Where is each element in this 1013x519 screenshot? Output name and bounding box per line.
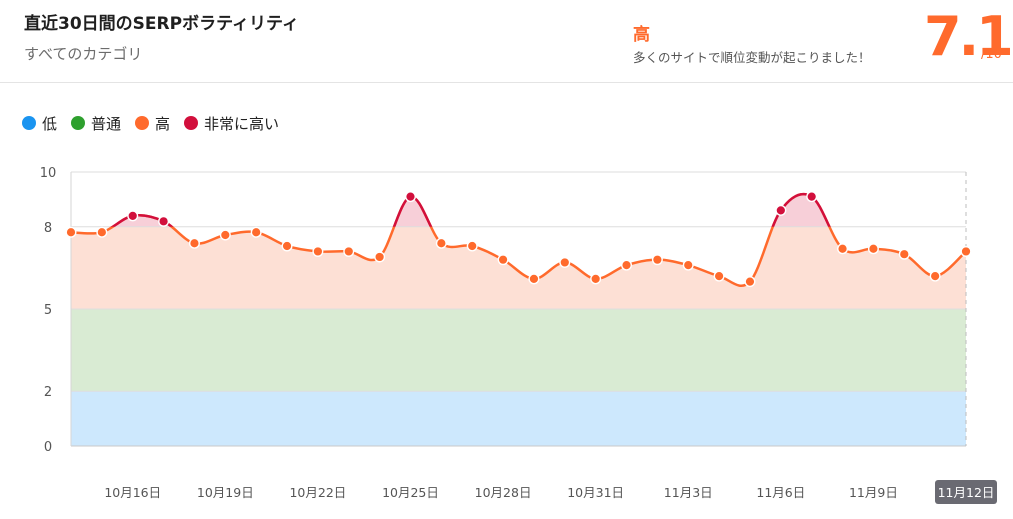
band-high (71, 226, 966, 309)
volatility-score: 7.1 (924, 5, 1013, 68)
volatility-message: 多くのサイトで順位変動が起こりました！ (633, 50, 871, 65)
data-point (312, 245, 324, 257)
legend-label-low: 低 (42, 114, 58, 133)
data-point (374, 251, 386, 263)
legend-dot-low (22, 116, 36, 130)
y-tick-label: 5 (44, 303, 52, 318)
legend-item-normal: 普通 (71, 113, 121, 134)
data-point (404, 191, 416, 203)
y-tick-label: 0 (44, 440, 52, 455)
data-point (435, 237, 447, 249)
data-point (158, 215, 170, 227)
data-point (713, 270, 725, 282)
data-point (127, 210, 139, 222)
legend-item-very-high: 非常に高い (184, 113, 279, 134)
data-point (343, 245, 355, 257)
legend-dot-normal (71, 116, 86, 130)
data-point (651, 254, 663, 266)
band-very-high (71, 194, 966, 227)
legend-item-high: 高 (135, 113, 170, 134)
data-point (497, 254, 509, 266)
x-tick-label: 10月19日 (197, 485, 254, 500)
x-tick-label: 11月3日 (664, 485, 713, 500)
data-point (188, 237, 200, 249)
legend-dot-very-high (184, 116, 199, 130)
legend-label-high: 高 (155, 114, 171, 133)
x-tick-label: 11月9日 (849, 485, 898, 500)
category-subtitle: すべてのカテゴリ (24, 45, 143, 63)
x-tick-label: 10月22日 (289, 485, 346, 500)
chart-legend: 低 普通 高 非常に高い (22, 112, 293, 134)
data-point (682, 259, 694, 271)
data-point (898, 248, 910, 260)
x-tick-label: 11月6日 (756, 485, 805, 500)
data-point (528, 273, 540, 285)
data-point (867, 243, 879, 255)
page-title: 直近30日間のSERPボラティリティ (24, 14, 300, 34)
data-point (250, 226, 262, 238)
band-normal (71, 309, 966, 392)
band-low (71, 391, 966, 446)
data-point (219, 229, 231, 241)
data-point (960, 245, 972, 257)
y-tick-label: 2 (44, 385, 52, 400)
legend-label-normal: 普通 (91, 114, 122, 133)
data-point (466, 240, 478, 252)
data-point (590, 273, 602, 285)
x-tick-label: 10月31日 (567, 485, 624, 500)
data-point (559, 256, 571, 268)
data-point (806, 191, 818, 203)
y-tick-label: 10 (40, 166, 57, 181)
volatility-level-label: 高 (633, 25, 650, 45)
legend-item-low: 低 (22, 113, 57, 134)
data-point (65, 226, 77, 238)
x-tick-label: 10月16日 (104, 485, 161, 500)
volatility-chart: 0 2 5 8 10 10月16日 10月19日 10月22日 10月25日 10月28日 10月3… (40, 166, 997, 504)
volatility-score-max: /10 (981, 47, 1002, 62)
data-point (621, 259, 633, 271)
x-tick-label: 10月25日 (382, 485, 439, 500)
data-point (775, 204, 787, 216)
data-point (744, 276, 756, 288)
y-tick-label: 8 (44, 221, 52, 236)
x-tick-label: 10月28日 (475, 485, 532, 500)
header: 直近30日間のSERPボラティリティ すべてのカテゴリ 高 多くのサイトで順位変… (0, 0, 1013, 83)
x-tick-label-selected: 11月12日 (938, 485, 995, 500)
legend-label-very-high: 非常に高い (204, 114, 280, 133)
data-point (96, 226, 108, 238)
selected-date-badge (935, 480, 997, 504)
data-point (929, 270, 941, 282)
data-point (837, 243, 849, 255)
data-point (281, 240, 293, 252)
legend-dot-high (135, 116, 150, 130)
